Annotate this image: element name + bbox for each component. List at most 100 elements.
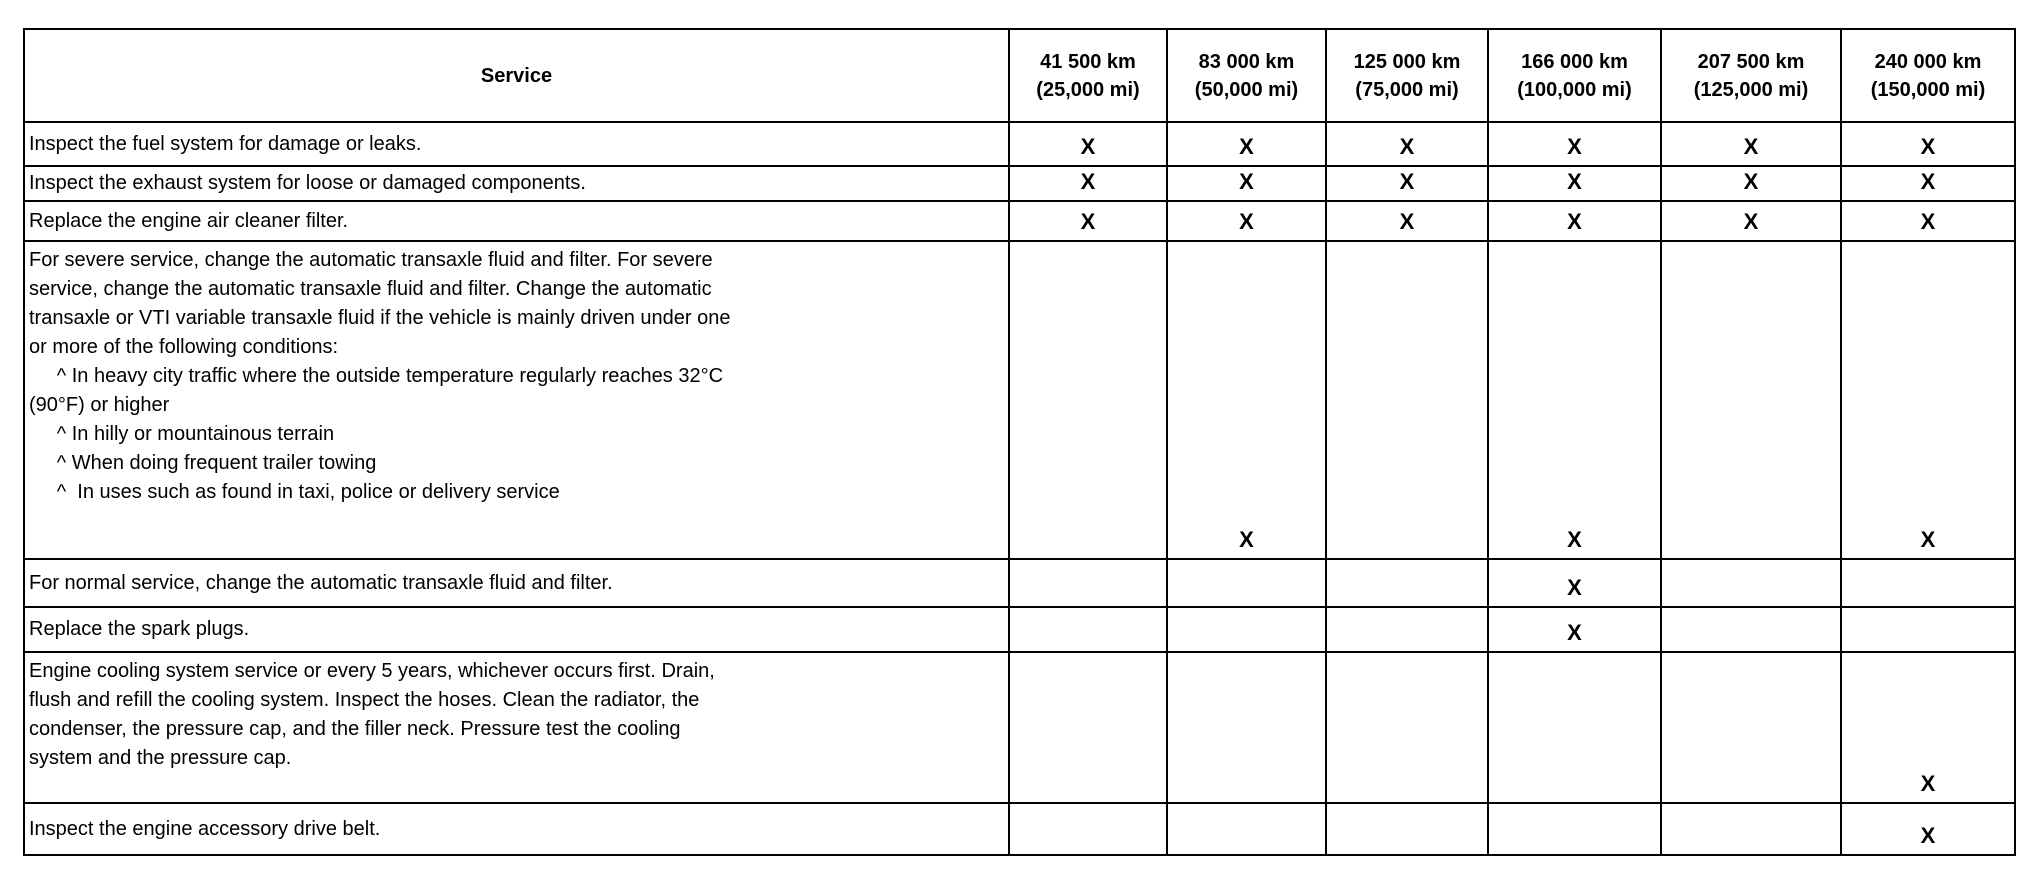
service-text-line: Inspect the fuel system for damage or le… (29, 132, 422, 155)
service-text-line: ^ In hilly or mountainous terrain (29, 423, 335, 445)
service-mark: X (1487, 240, 1662, 560)
service-text-line: (90°F) or higher (29, 394, 170, 416)
empty-cell (1660, 651, 1842, 804)
empty-cell (1166, 802, 1327, 856)
table-row: Replace the spark plugs. X (23, 606, 2016, 653)
service-mark: X (1487, 558, 1662, 608)
empty-cell (1008, 240, 1168, 560)
service-mark: X (1487, 121, 1662, 167)
service-mark: X (1840, 165, 2016, 202)
table-row: For normal service, change the automatic… (23, 558, 2016, 608)
column-header-service: Service (23, 28, 1010, 123)
table-row: Inspect the fuel system for damage or le… (23, 121, 2016, 167)
service-text-line: Inspect the exhaust system for loose or … (29, 172, 586, 194)
service-mark: X (1660, 121, 1842, 167)
service-text-line: For normal service, change the automatic… (29, 571, 613, 594)
header-top: 240 000 km (1874, 50, 1982, 73)
column-header-interval: 207 500 km (125,000 mi) (1660, 28, 1842, 123)
service-description: Replace the engine air cleaner filter. (23, 200, 1010, 242)
column-header-interval: 166 000 km (100,000 mi) (1487, 28, 1662, 123)
maintenance-schedule-table: Service 41 500 km (25,000 mi) 83 000 km (50,… (23, 28, 2016, 856)
service-description: Engine cooling system service or every 5… (23, 651, 1010, 804)
service-mark: X (1166, 165, 1327, 202)
header-bottom: (150,000 mi) (1870, 78, 1986, 101)
column-header-interval: 83 000 km (50,000 mi) (1166, 28, 1327, 123)
empty-cell (1008, 606, 1168, 653)
table-row: Inspect the engine accessory drive belt.… (23, 802, 2016, 856)
service-text-line: For severe service, change the automatic… (29, 249, 713, 271)
service-text-line: Replace the engine air cleaner filter. (29, 209, 349, 232)
service-text-line: flush and refill the cooling system. Ins… (29, 689, 700, 711)
empty-cell (1166, 558, 1327, 608)
service-mark: X (1325, 200, 1489, 242)
service-text-line: service, change the automatic transaxle … (29, 278, 712, 300)
empty-cell (1660, 558, 1842, 608)
header-top: 41 500 km (1040, 50, 1136, 73)
service-mark: X (1166, 240, 1327, 560)
service-mark: X (1487, 200, 1662, 242)
empty-cell (1166, 651, 1327, 804)
service-mark: X (1166, 200, 1327, 242)
service-mark: X (1166, 121, 1327, 167)
service-text-line: or more of the following conditions: (29, 336, 339, 358)
service-text-line: Engine cooling system service or every 5… (29, 660, 715, 682)
header-top: Service (480, 64, 553, 87)
empty-cell (1487, 651, 1662, 804)
empty-cell (1840, 606, 2016, 653)
service-text-line: ^ In heavy city traffic where the outsid… (29, 365, 724, 387)
service-text-line: Replace the spark plugs. (29, 618, 250, 640)
table-row: Engine cooling system service or every 5… (23, 651, 2016, 804)
service-text-line: ^ When doing frequent trailer towing (29, 452, 377, 474)
header-bottom: (125,000 mi) (1693, 78, 1809, 101)
empty-cell (1840, 558, 2016, 608)
empty-cell (1660, 606, 1842, 653)
header-bottom: (50,000 mi) (1194, 78, 1299, 101)
header-bottom: (75,000 mi) (1355, 78, 1459, 101)
service-description: Inspect the fuel system for damage or le… (23, 121, 1010, 167)
service-mark: X (1325, 121, 1489, 167)
header-top: 207 500 km (1697, 50, 1805, 73)
service-text-line: system and the pressure cap. (29, 747, 292, 769)
empty-cell (1008, 802, 1168, 856)
table-row: Replace the engine air cleaner filter. X X… (23, 200, 2016, 242)
service-description: Inspect the exhaust system for loose or … (23, 165, 1010, 202)
service-mark: X (1325, 165, 1489, 202)
service-description: For normal service, change the automatic… (23, 558, 1010, 608)
column-header-interval: 240 000 km (150,000 mi) (1840, 28, 2016, 123)
service-mark: X (1840, 802, 2016, 856)
empty-cell (1487, 802, 1662, 856)
table-row: For severe service, change the automatic… (23, 240, 2016, 560)
service-text-line: ^ In uses such as found in taxi, police … (29, 481, 560, 503)
service-mark: X (1840, 200, 2016, 242)
header-top: 83 000 km (1198, 50, 1295, 73)
empty-cell (1660, 240, 1842, 560)
empty-cell (1008, 651, 1168, 804)
service-text-line: condenser, the pressure cap, and the fil… (29, 718, 681, 740)
service-description: Replace the spark plugs. (23, 606, 1010, 653)
service-text-line: transaxle or VTI variable transaxle flui… (29, 307, 731, 329)
empty-cell (1325, 240, 1489, 560)
header-bottom: (100,000 mi) (1517, 78, 1632, 101)
service-mark: X (1487, 606, 1662, 653)
service-mark: X (1008, 165, 1168, 202)
service-mark: X (1840, 240, 2016, 560)
column-header-interval: 41 500 km (25,000 mi) (1008, 28, 1168, 123)
empty-cell (1325, 558, 1489, 608)
empty-cell (1325, 651, 1489, 804)
empty-cell (1166, 606, 1327, 653)
empty-cell (1325, 802, 1489, 856)
service-mark: X (1487, 165, 1662, 202)
header-row: Service 41 500 km (25,000 mi) 83 000 km (50,… (23, 28, 2016, 123)
service-mark: X (1008, 200, 1168, 242)
service-mark: X (1008, 121, 1168, 167)
header-bottom: (25,000 mi) (1036, 78, 1140, 101)
empty-cell (1325, 606, 1489, 653)
service-description: Inspect the engine accessory drive belt. (23, 802, 1010, 856)
table-row: Inspect the exhaust system for loose or … (23, 165, 2016, 202)
service-mark: X (1660, 200, 1842, 242)
empty-cell (1008, 558, 1168, 608)
service-mark: X (1840, 651, 2016, 804)
service-mark: X (1840, 121, 2016, 167)
header-top: 125 000 km (1353, 50, 1461, 73)
empty-cell (1660, 802, 1842, 856)
